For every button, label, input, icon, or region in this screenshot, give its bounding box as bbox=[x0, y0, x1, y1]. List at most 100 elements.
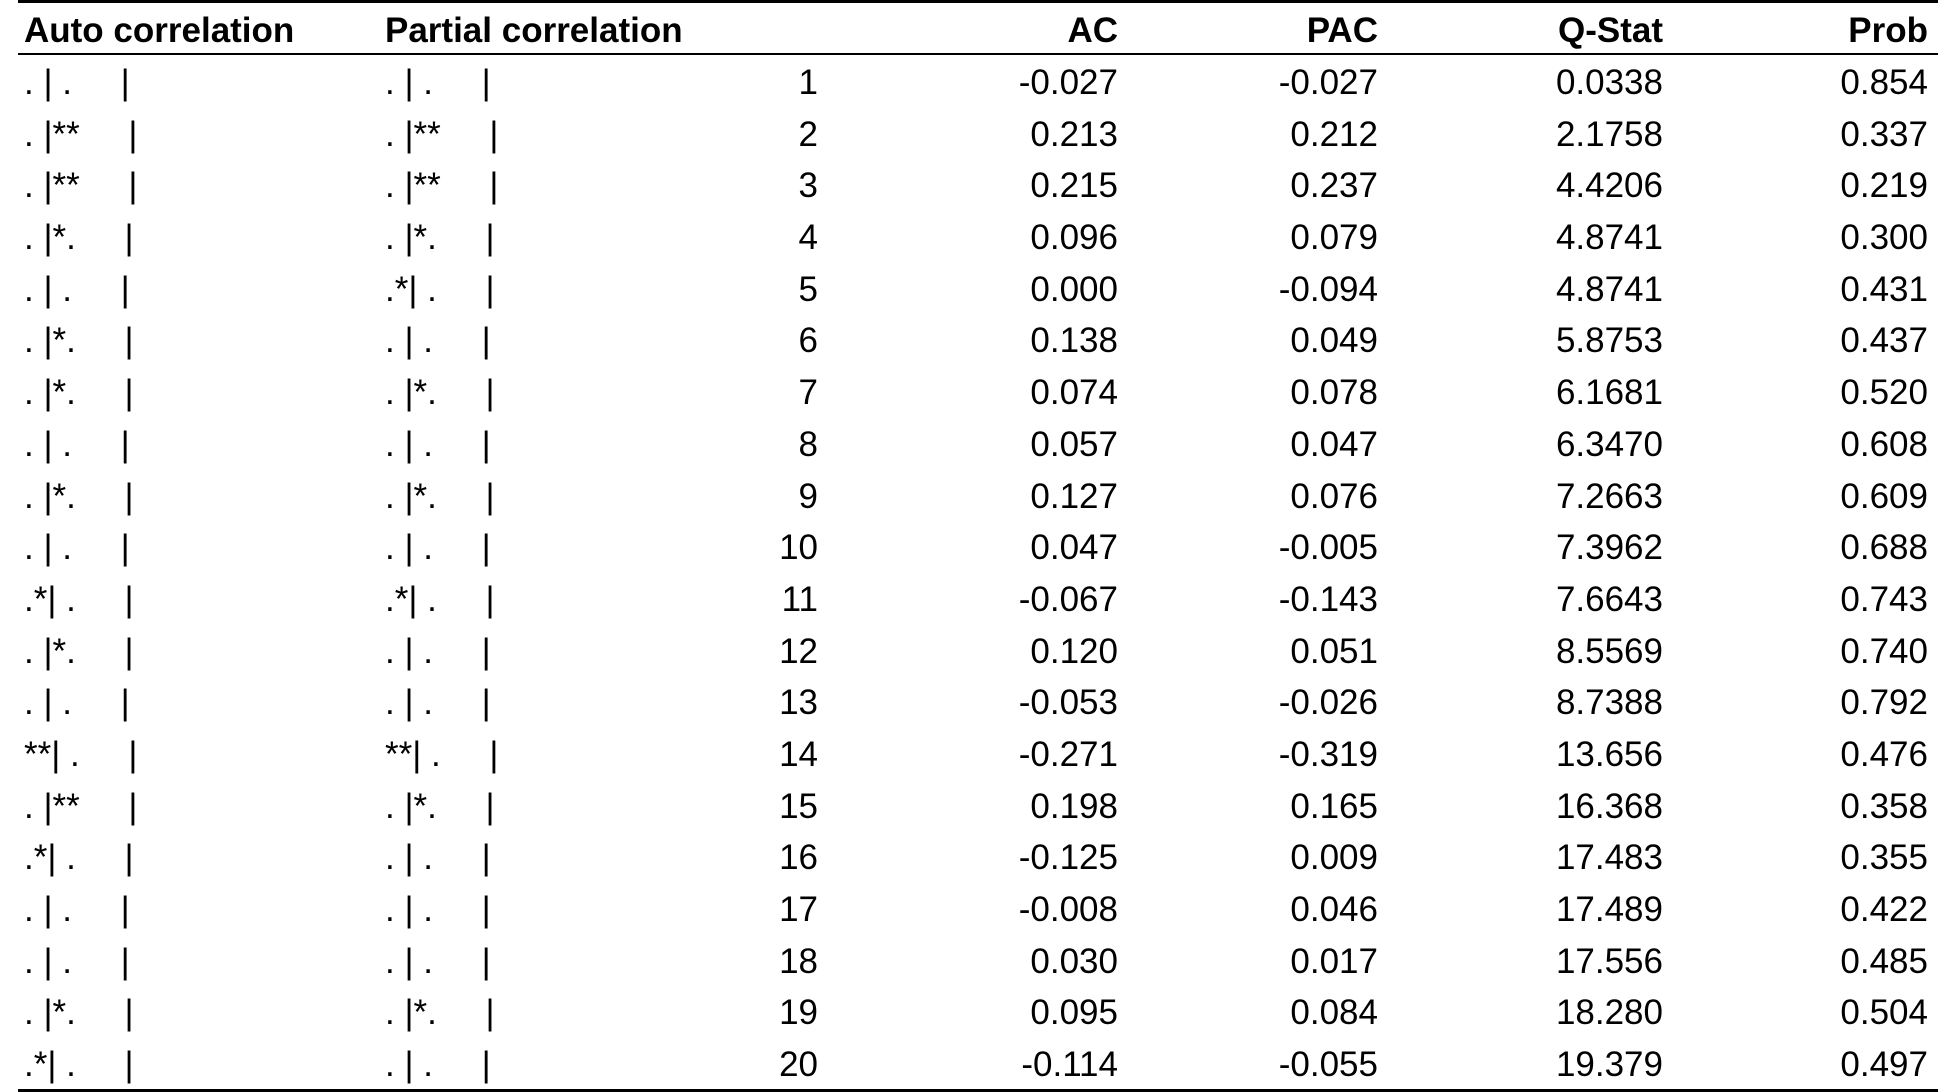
pac-value: -0.005 bbox=[1278, 528, 1378, 568]
lag-number: 15 bbox=[779, 786, 818, 826]
partial-correlation-bar: . | . | bbox=[385, 321, 491, 361]
pac-value: -0.143 bbox=[1278, 579, 1378, 619]
pac-value: 0.084 bbox=[1290, 993, 1378, 1033]
lag-number: 11 bbox=[781, 579, 818, 619]
ac-value: 0.074 bbox=[1030, 373, 1118, 413]
q-stat-value: 7.2663 bbox=[1555, 476, 1663, 516]
ac-value: 0.000 bbox=[1030, 269, 1118, 309]
lag-number: 5 bbox=[798, 269, 818, 309]
q-stat-value: 18.280 bbox=[1555, 993, 1663, 1033]
table-body: . | . | . | . | 1 -0.027 -0.027 0.0338 0… bbox=[18, 55, 1938, 1089]
ac-value: 0.138 bbox=[1030, 321, 1118, 361]
auto-correlation-bar: . | . | bbox=[24, 683, 130, 723]
auto-correlation-bar: . |*. | bbox=[24, 218, 134, 258]
ac-value: 0.198 bbox=[1030, 786, 1118, 826]
header-rule bbox=[18, 53, 1938, 55]
bottom-rule bbox=[18, 1088, 1938, 1092]
header-ac: AC bbox=[1067, 11, 1118, 50]
header-q-stat: Q-Stat bbox=[1558, 11, 1663, 50]
pac-value: 0.076 bbox=[1290, 476, 1378, 516]
table-row: . |*. | . |*. | 19 0.095 0.084 18.280 0.… bbox=[18, 985, 1938, 1037]
q-stat-value: 13.656 bbox=[1555, 734, 1663, 774]
prob-value: 0.609 bbox=[1840, 476, 1928, 516]
pac-value: 0.079 bbox=[1290, 218, 1378, 258]
lag-number: 12 bbox=[779, 631, 818, 671]
top-rule bbox=[18, 0, 1938, 3]
pac-value: 0.047 bbox=[1290, 424, 1378, 464]
table-row: . | . | . | . | 18 0.030 0.017 17.556 0.… bbox=[18, 934, 1938, 986]
lag-number: 4 bbox=[798, 218, 818, 258]
lag-number: 2 bbox=[798, 114, 818, 154]
q-stat-value: 16.368 bbox=[1555, 786, 1663, 826]
auto-correlation-bar: . |*. | bbox=[24, 476, 134, 516]
ac-value: 0.047 bbox=[1030, 528, 1118, 568]
header-row: Auto correlation Partial correlation AC … bbox=[18, 3, 1938, 53]
ac-value: 0.057 bbox=[1030, 424, 1118, 464]
auto-correlation-bar: . |** | bbox=[24, 166, 138, 206]
table-row: . |*. | . | . | 6 0.138 0.049 5.8753 0.4… bbox=[18, 313, 1938, 365]
pac-value: -0.055 bbox=[1278, 1045, 1378, 1085]
lag-number: 10 bbox=[779, 528, 818, 568]
header-partial-correlation: Partial correlation bbox=[385, 11, 683, 50]
table-row: .*| . | . | . | 20 -0.114 -0.055 19.379 … bbox=[18, 1037, 1938, 1089]
q-stat-value: 0.0338 bbox=[1555, 63, 1663, 102]
table-row: . |*. | . |*. | 4 0.096 0.079 4.8741 0.3… bbox=[18, 210, 1938, 262]
lag-number: 20 bbox=[779, 1045, 818, 1085]
ac-value: 0.213 bbox=[1030, 114, 1118, 154]
prob-value: 0.854 bbox=[1840, 63, 1928, 102]
pac-value: -0.319 bbox=[1278, 734, 1378, 774]
pac-value: 0.049 bbox=[1290, 321, 1378, 361]
prob-value: 0.608 bbox=[1840, 424, 1928, 464]
prob-value: 0.300 bbox=[1840, 218, 1928, 258]
partial-correlation-bar: . | . | bbox=[385, 528, 491, 568]
pac-value: 0.212 bbox=[1290, 114, 1378, 154]
auto-correlation-bar: . |*. | bbox=[24, 321, 134, 361]
partial-correlation-bar: **| . | bbox=[385, 734, 499, 774]
auto-correlation-bar: . |** | bbox=[24, 786, 138, 826]
partial-correlation-bar: . |*. | bbox=[385, 218, 495, 258]
lag-number: 13 bbox=[779, 683, 818, 723]
table-row: **| . | **| . | 14 -0.271 -0.319 13.656 … bbox=[18, 727, 1938, 779]
table-row: . |** | . |*. | 15 0.198 0.165 16.368 0.… bbox=[18, 779, 1938, 831]
table-row: . |*. | . |*. | 9 0.127 0.076 7.2663 0.6… bbox=[18, 469, 1938, 521]
q-stat-value: 4.8741 bbox=[1555, 269, 1663, 309]
lag-number: 8 bbox=[798, 424, 818, 464]
auto-correlation-bar: . | . | bbox=[24, 941, 130, 981]
prob-value: 0.476 bbox=[1840, 734, 1928, 774]
header-prob: Prob bbox=[1848, 11, 1928, 50]
partial-correlation-bar: . | . | bbox=[385, 63, 491, 102]
ac-value: 0.120 bbox=[1030, 631, 1118, 671]
header-pac: PAC bbox=[1306, 11, 1378, 50]
partial-correlation-bar: . |*. | bbox=[385, 993, 495, 1033]
auto-correlation-bar: . | . | bbox=[24, 528, 130, 568]
auto-correlation-bar: . |*. | bbox=[24, 993, 134, 1033]
partial-correlation-bar: . |*. | bbox=[385, 476, 495, 516]
pac-value: -0.027 bbox=[1278, 63, 1378, 102]
prob-value: 0.431 bbox=[1840, 269, 1928, 309]
auto-correlation-bar: .*| . | bbox=[24, 1045, 134, 1085]
table-row: .*| . | .*| . | 11 -0.067 -0.143 7.6643 … bbox=[18, 572, 1938, 624]
lag-number: 17 bbox=[779, 890, 818, 929]
q-stat-value: 17.489 bbox=[1555, 890, 1663, 929]
pac-value: -0.026 bbox=[1278, 683, 1378, 723]
pac-value: 0.237 bbox=[1290, 166, 1378, 206]
prob-value: 0.337 bbox=[1840, 114, 1928, 154]
prob-value: 0.743 bbox=[1840, 579, 1928, 619]
partial-correlation-bar: . |** | bbox=[385, 166, 499, 206]
ac-value: 0.096 bbox=[1030, 218, 1118, 258]
partial-correlation-bar: . | . | bbox=[385, 1045, 491, 1085]
ac-value: -0.271 bbox=[1018, 734, 1118, 774]
header-auto-correlation: Auto correlation bbox=[24, 11, 295, 50]
pac-value: 0.165 bbox=[1290, 786, 1378, 826]
partial-correlation-bar: .*| . | bbox=[385, 579, 495, 619]
correlogram-table: Auto correlation Partial correlation AC … bbox=[18, 0, 1938, 1092]
pac-value: 0.017 bbox=[1290, 941, 1378, 981]
partial-correlation-bar: . | . | bbox=[385, 838, 491, 878]
ac-value: -0.008 bbox=[1018, 890, 1118, 929]
ac-value: -0.125 bbox=[1018, 838, 1118, 878]
pac-value: 0.051 bbox=[1290, 631, 1378, 671]
ac-value: -0.027 bbox=[1018, 63, 1118, 102]
table-row: . | . | . | . | 1 -0.027 -0.027 0.0338 0… bbox=[18, 55, 1938, 107]
q-stat-value: 7.6643 bbox=[1555, 579, 1663, 619]
q-stat-value: 4.8741 bbox=[1555, 218, 1663, 258]
